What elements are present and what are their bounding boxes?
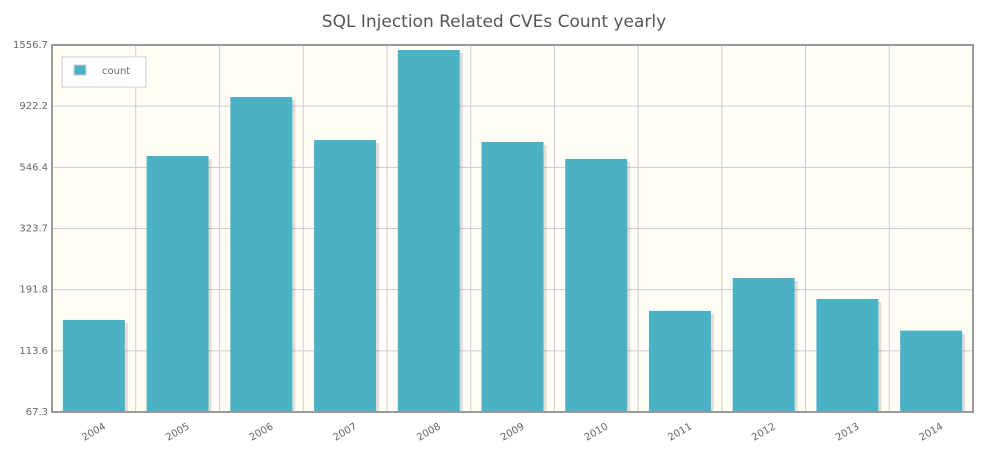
x-tick-label: 2009: [499, 421, 527, 443]
x-tick-label: 2007: [332, 421, 360, 443]
legend-label: count: [102, 66, 130, 77]
x-tick-label: 2008: [415, 421, 443, 443]
y-tick-label: 323.7: [19, 223, 48, 234]
bar: [732, 277, 795, 412]
plot-border: [51, 44, 974, 413]
bar: [62, 319, 125, 412]
legend-swatch: [73, 64, 87, 76]
x-tick-label: 2006: [248, 421, 276, 443]
bar: [565, 158, 628, 412]
y-tick-label: 67.3: [26, 407, 48, 418]
x-tick-label: 2014: [918, 421, 946, 443]
y-tick-label: 546.4: [19, 162, 48, 173]
bar: [816, 299, 879, 412]
bar: [146, 156, 209, 412]
x-tick-label: 2011: [666, 421, 694, 443]
bar: [397, 49, 460, 413]
bar: [314, 140, 377, 412]
y-tick-label: 113.6: [19, 346, 48, 357]
bar: [648, 310, 711, 412]
bar: [481, 141, 544, 413]
bar: [230, 97, 293, 412]
x-tick-label: 2010: [583, 421, 611, 443]
x-tick-label: 2012: [750, 421, 778, 443]
x-tick-label: 2004: [80, 421, 108, 443]
x-tick-label: 2005: [164, 421, 192, 443]
chart-title: SQL Injection Related CVEs Count yearly: [322, 12, 666, 32]
y-tick-label: 191.8: [19, 285, 48, 296]
x-tick-label: 2013: [834, 421, 862, 443]
bar: [900, 330, 963, 412]
y-tick-label: 922.2: [19, 101, 48, 112]
y-tick-label: 1556.7: [13, 40, 48, 51]
